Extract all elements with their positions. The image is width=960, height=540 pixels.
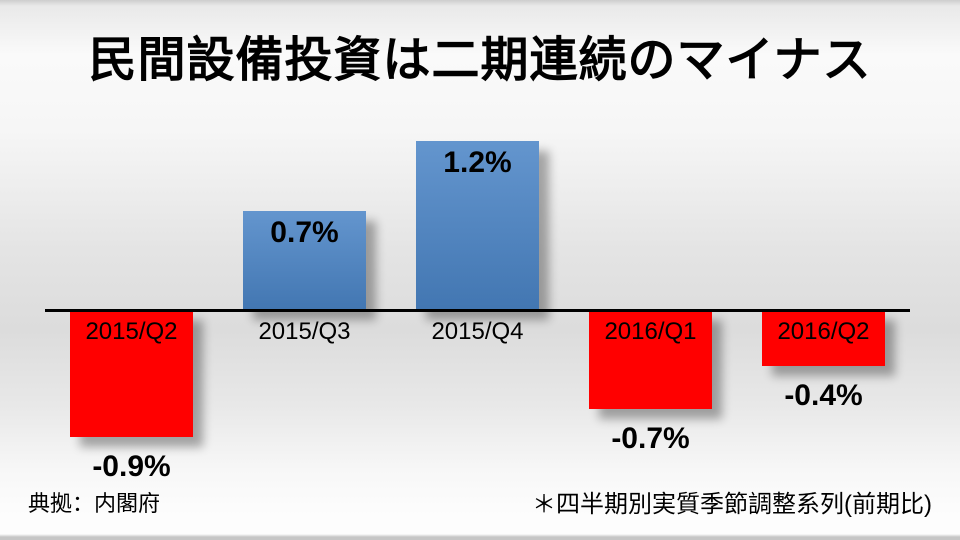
- bar-2015-q4: [416, 141, 539, 310]
- footnote: ＊四半期別実質季節調整系列(前期比): [532, 491, 932, 518]
- source-note: 典拠：内閣府: [28, 491, 161, 516]
- value-label-2015-q3: 0.7%: [270, 216, 339, 249]
- value-label-2016-q2: -0.4%: [784, 379, 863, 412]
- category-label-2016-q2: 2016/Q2: [777, 318, 870, 345]
- bar-2016-q1: [589, 310, 712, 409]
- bar-2015-q3: [243, 211, 366, 310]
- category-label-2015-q4: 2015/Q4: [431, 318, 524, 345]
- value-label-2015-q2: -0.9%: [92, 450, 171, 483]
- value-label-2015-q4: 1.2%: [443, 146, 512, 179]
- bar-2016-q2: [762, 310, 885, 366]
- x-axis-line: [45, 309, 910, 312]
- category-label-2015-q2: 2015/Q2: [85, 318, 178, 345]
- value-label-2016-q1: -0.7%: [611, 422, 690, 455]
- category-label-2016-q1: 2016/Q1: [604, 318, 697, 345]
- chart-title: 民間設備投資は二期連続のマイナス: [88, 34, 872, 87]
- category-label-2015-q3: 2015/Q3: [258, 318, 351, 345]
- bar-2015-q2: [70, 310, 193, 437]
